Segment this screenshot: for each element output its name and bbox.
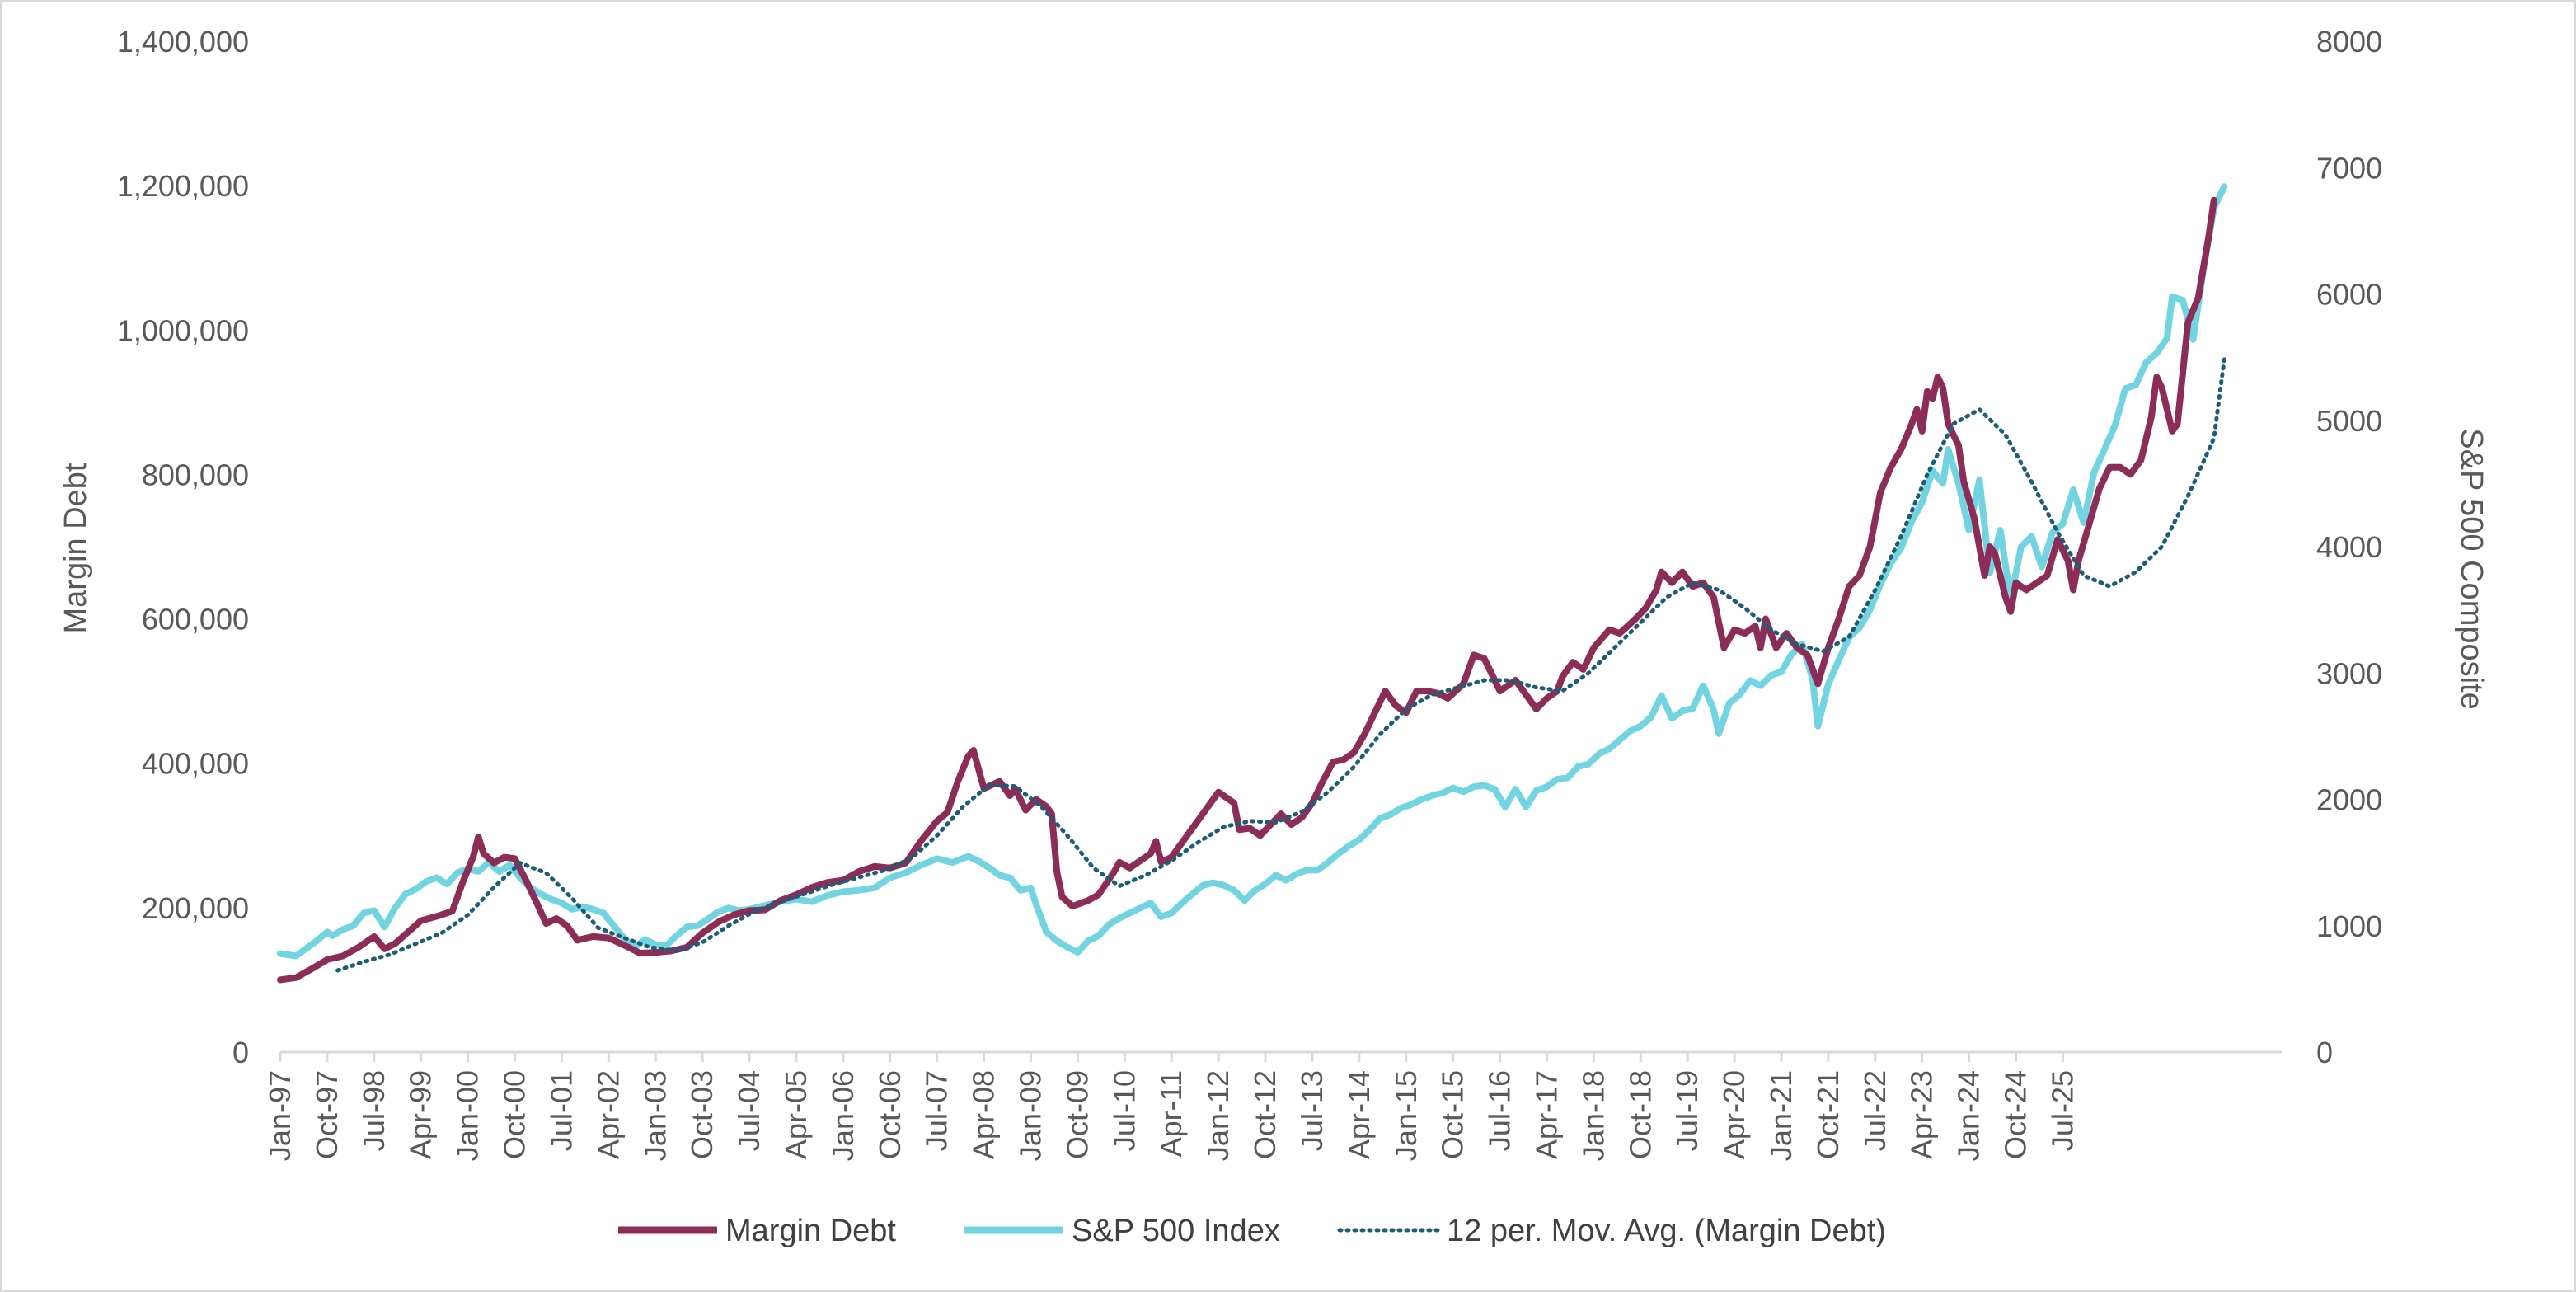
x-axis-tick-label: Apr-14 [1342, 1070, 1376, 1159]
x-axis-tick-label: Jan-09 [1014, 1070, 1048, 1161]
x-axis-tick-label: Oct-24 [1999, 1070, 2033, 1159]
series-line-moving-average [335, 356, 2226, 973]
x-axis-tick-label: Oct-18 [1623, 1070, 1657, 1159]
x-axis-tick-label: Oct-03 [685, 1070, 719, 1159]
right-axis-tick-label: 2000 [2316, 783, 2382, 817]
right-axis-tick-label: 1000 [2316, 909, 2382, 943]
left-axis-tick-label: 1,200,000 [117, 169, 249, 203]
x-axis-tick-label: Jul-04 [732, 1070, 766, 1151]
legend-label: Margin Debt [725, 1214, 896, 1248]
x-axis-tick-label: Jan-21 [1764, 1070, 1798, 1161]
x-axis-tick-label: Apr-23 [1905, 1070, 1939, 1159]
right-axis-tick-label: 6000 [2316, 278, 2382, 312]
x-axis-tick-label: Jul-19 [1670, 1070, 1704, 1151]
x-axis-tick-label: Apr-08 [967, 1070, 1001, 1159]
x-axis-tick-label: Oct-12 [1248, 1070, 1282, 1159]
x-axis-tick-label: Jan-15 [1389, 1070, 1423, 1161]
legend-item-margin-debt: Margin Debt [618, 1214, 896, 1248]
x-axis-tick-label: Jan-18 [1576, 1070, 1610, 1161]
x-axis-tick-label: Jan-97 [263, 1070, 297, 1161]
x-axis-tick-label: Oct-15 [1436, 1070, 1470, 1159]
legend-label: S&P 500 Index [1072, 1214, 1280, 1248]
x-axis-tick-label: Jul-10 [1107, 1070, 1141, 1151]
right-axis-tick-label: 5000 [2316, 404, 2382, 438]
x-axis-tick-label: Jul-01 [544, 1070, 578, 1151]
series-layer [277, 183, 2228, 984]
left-axis-tick-label: 600,000 [142, 603, 249, 637]
x-axis-tick-label: Jan-00 [451, 1070, 485, 1161]
x-axis-tick-label: Apr-11 [1154, 1070, 1188, 1157]
x-axis-tick-label: Jan-12 [1201, 1070, 1235, 1161]
x-axis-tick-label: Oct-09 [1060, 1070, 1094, 1159]
left-axis-tick-label: 200,000 [142, 891, 249, 925]
right-axis-title: S&P 500 Composite [2454, 428, 2489, 710]
x-axis-tick-labels: Jan-97 Oct-97 Jul-98 Apr-99 Jan-00 Oct-00 Jul-… [263, 1052, 2079, 1161]
right-axis-tick-labels: 0 1000 2000 3000 4000 5000 6000 7000 8000 [2316, 25, 2382, 1069]
x-axis-tick-label: Apr-99 [404, 1070, 438, 1159]
right-axis-tick-label: 0 [2316, 1036, 2333, 1069]
x-axis-tick-label: Apr-20 [1717, 1070, 1751, 1159]
right-axis-tick-label: 7000 [2316, 151, 2382, 185]
series-line-margin-debt [277, 196, 2217, 984]
x-axis-tick-label: Jul-98 [357, 1070, 391, 1151]
x-axis-tick-label: Oct-21 [1811, 1070, 1845, 1159]
x-axis-tick-label: Jan-24 [1952, 1070, 1986, 1161]
x-axis-tick-label: Oct-97 [310, 1070, 344, 1159]
x-axis-tick-label: Jul-16 [1483, 1070, 1517, 1151]
x-axis-tick-label: Apr-17 [1529, 1070, 1563, 1159]
x-axis-tick-label: Jul-22 [1858, 1070, 1892, 1151]
x-axis-tick-label: Jul-13 [1295, 1070, 1329, 1151]
legend-label: 12 per. Mov. Avg. (Margin Debt) [1447, 1214, 1886, 1248]
x-axis-tick-label: Oct-00 [498, 1070, 532, 1159]
right-axis-tick-label: 4000 [2316, 530, 2382, 564]
series-line-sp500 [277, 183, 2228, 960]
x-axis-tick-label: Jan-06 [826, 1070, 860, 1161]
left-axis-tick-label: 800,000 [142, 458, 249, 491]
left-axis-tick-label: 1,000,000 [117, 313, 249, 347]
x-axis-tick-label: Oct-06 [873, 1070, 907, 1159]
right-axis-tick-label: 3000 [2316, 656, 2382, 690]
x-axis-tick-label: Jan-03 [638, 1070, 672, 1161]
legend: Margin Debt S&P 500 Index 12 per. Mov. Avg… [618, 1214, 1886, 1248]
legend-item-moving-average: 12 per. Mov. Avg. (Margin Debt) [1337, 1214, 1886, 1248]
x-axis-tick-label: Apr-05 [779, 1070, 813, 1159]
left-axis-tick-labels: 0 200,000 400,000 600,000 800,000 1,000,000 1,… [117, 25, 249, 1069]
left-axis-tick-label: 400,000 [142, 747, 249, 781]
legend-item-sp500: S&P 500 Index [964, 1214, 1280, 1248]
right-axis-tick-label: 8000 [2316, 25, 2382, 59]
x-axis-tick-label: Jul-07 [920, 1070, 954, 1151]
x-axis-tick-label: Jul-25 [2045, 1070, 2079, 1151]
left-axis-title: Margin Debt [59, 463, 93, 633]
x-axis-tick-label: Apr-02 [591, 1070, 625, 1159]
left-axis-tick-label: 1,400,000 [117, 25, 249, 59]
left-axis-tick-label: 0 [232, 1036, 249, 1069]
